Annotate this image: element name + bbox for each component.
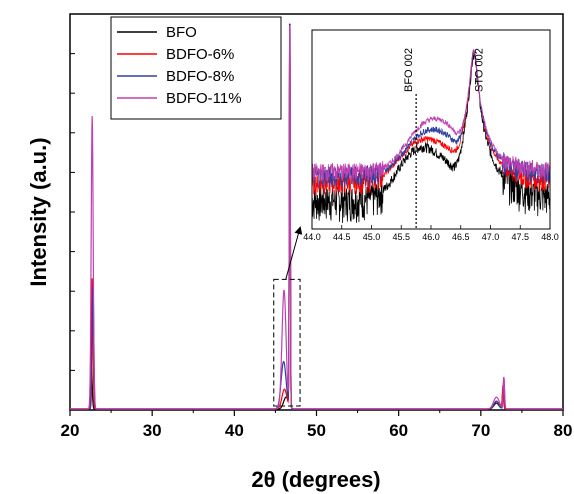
x-tick-label-0: 20 — [61, 421, 80, 440]
x-tick-label-2: 40 — [225, 421, 244, 440]
inset-x-tick-label-5: 46.5 — [452, 232, 470, 242]
x-tick-label-6: 80 — [554, 421, 573, 440]
inset-series-0 — [311, 53, 551, 223]
x-tick-label-1: 30 — [143, 421, 162, 440]
main-series-3 — [70, 24, 563, 410]
inset-ticks-group: 44.0 44.5 45.0 45.5 46.0 46.5 47.0 47.5 48.0 — [303, 225, 559, 242]
zoom-region-box — [273, 278, 301, 407]
x-tick-label-5: 70 — [471, 421, 490, 440]
legend-label-0: BFO — [166, 24, 197, 41]
main-ticks-group: 20 30 40 50 60 70 80 — [61, 53, 573, 440]
inset-series-3 — [311, 49, 551, 183]
sto-002-label: STO 002 — [474, 48, 486, 92]
inset-x-tick-label-3: 45.5 — [392, 232, 410, 242]
inset-series-group — [311, 49, 551, 223]
main-series-group — [70, 23, 563, 410]
inset-plot: 44.0 44.5 45.0 45.5 46.0 46.5 47.0 47.5 48.0 BFO… — [303, 29, 559, 242]
inset-x-tick-label-0: 44.0 — [303, 232, 321, 242]
x-tick-label-3: 50 — [307, 421, 326, 440]
legend-label-3: BDFO-11% — [166, 90, 242, 107]
legend: BFO BDFO-6% BDFO-8% BDFO-11% — [110, 16, 282, 120]
inset-x-tick-label-4: 46.0 — [422, 232, 440, 242]
legend-label-1: BDFO-6% — [166, 46, 234, 63]
x-tick-label-4: 60 — [389, 421, 408, 440]
inset-x-tick-label-8: 48.0 — [541, 232, 559, 242]
zoom-arrow — [285, 226, 303, 280]
legend-box — [110, 16, 282, 120]
bfo-002-label: BFO 002 — [403, 48, 415, 92]
inset-x-tick-label-7: 47.5 — [511, 232, 529, 242]
inset-x-tick-label-2: 45.0 — [363, 232, 381, 242]
legend-label-2: BDFO-8% — [166, 68, 234, 85]
inset-x-tick-label-6: 47.0 — [482, 232, 500, 242]
x-axis-title: 2θ (degrees) — [251, 467, 380, 492]
y-axis-title: Intensity (a.u.) — [26, 137, 51, 286]
inset-x-tick-label-1: 44.5 — [333, 232, 351, 242]
